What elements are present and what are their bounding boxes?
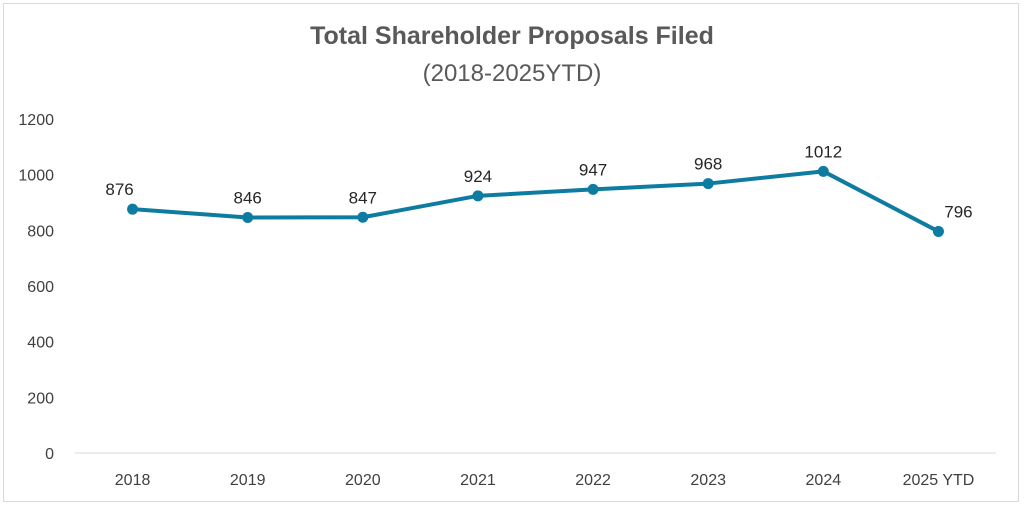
y-tick-label: 200 <box>27 390 54 407</box>
data-points <box>127 165 944 237</box>
x-tick-label: 2025 YTD <box>903 472 975 489</box>
data-label: 947 <box>579 160 607 179</box>
data-label: 876 <box>105 180 133 199</box>
x-tick-label: 2021 <box>460 472 496 489</box>
chart-subtitle: (2018-2025YTD) <box>422 60 602 87</box>
data-point <box>357 211 369 223</box>
data-label: 924 <box>464 167 492 186</box>
data-label: 796 <box>944 202 972 221</box>
chart-title: Total Shareholder Proposals Filed <box>310 22 714 50</box>
x-axis-ticks: 2018 2019 2020 2021 2022 2023 2024 2025 YTD <box>115 472 975 489</box>
data-point <box>932 225 944 237</box>
data-labels: 876 846 847 924 947 968 1012 796 <box>105 142 972 221</box>
x-tick-label: 2023 <box>690 472 726 489</box>
x-tick-label: 2018 <box>115 472 151 489</box>
data-label: 846 <box>234 189 262 208</box>
data-label: 968 <box>694 155 722 174</box>
y-tick-label: 0 <box>45 446 54 463</box>
series-line <box>132 169 940 234</box>
y-tick-label: 1200 <box>18 112 54 129</box>
data-point <box>817 165 829 177</box>
y-tick-label: 800 <box>27 223 54 240</box>
y-axis-ticks: 0 200 400 600 800 1000 1200 <box>18 112 54 463</box>
x-tick-label: 2019 <box>230 472 266 489</box>
x-tick-label: 2022 <box>575 472 611 489</box>
x-tick-label: 2020 <box>345 472 381 489</box>
data-point <box>242 212 254 224</box>
data-label: 847 <box>349 188 377 207</box>
y-tick-label: 600 <box>27 279 54 296</box>
data-point <box>127 203 139 215</box>
data-point <box>702 178 714 190</box>
data-point <box>472 190 484 202</box>
chart-frame <box>3 3 1019 502</box>
y-tick-label: 400 <box>27 335 54 352</box>
x-tick-label: 2024 <box>806 472 842 489</box>
data-label: 1012 <box>804 142 842 161</box>
y-tick-label: 1000 <box>18 168 54 185</box>
data-point <box>587 183 599 195</box>
